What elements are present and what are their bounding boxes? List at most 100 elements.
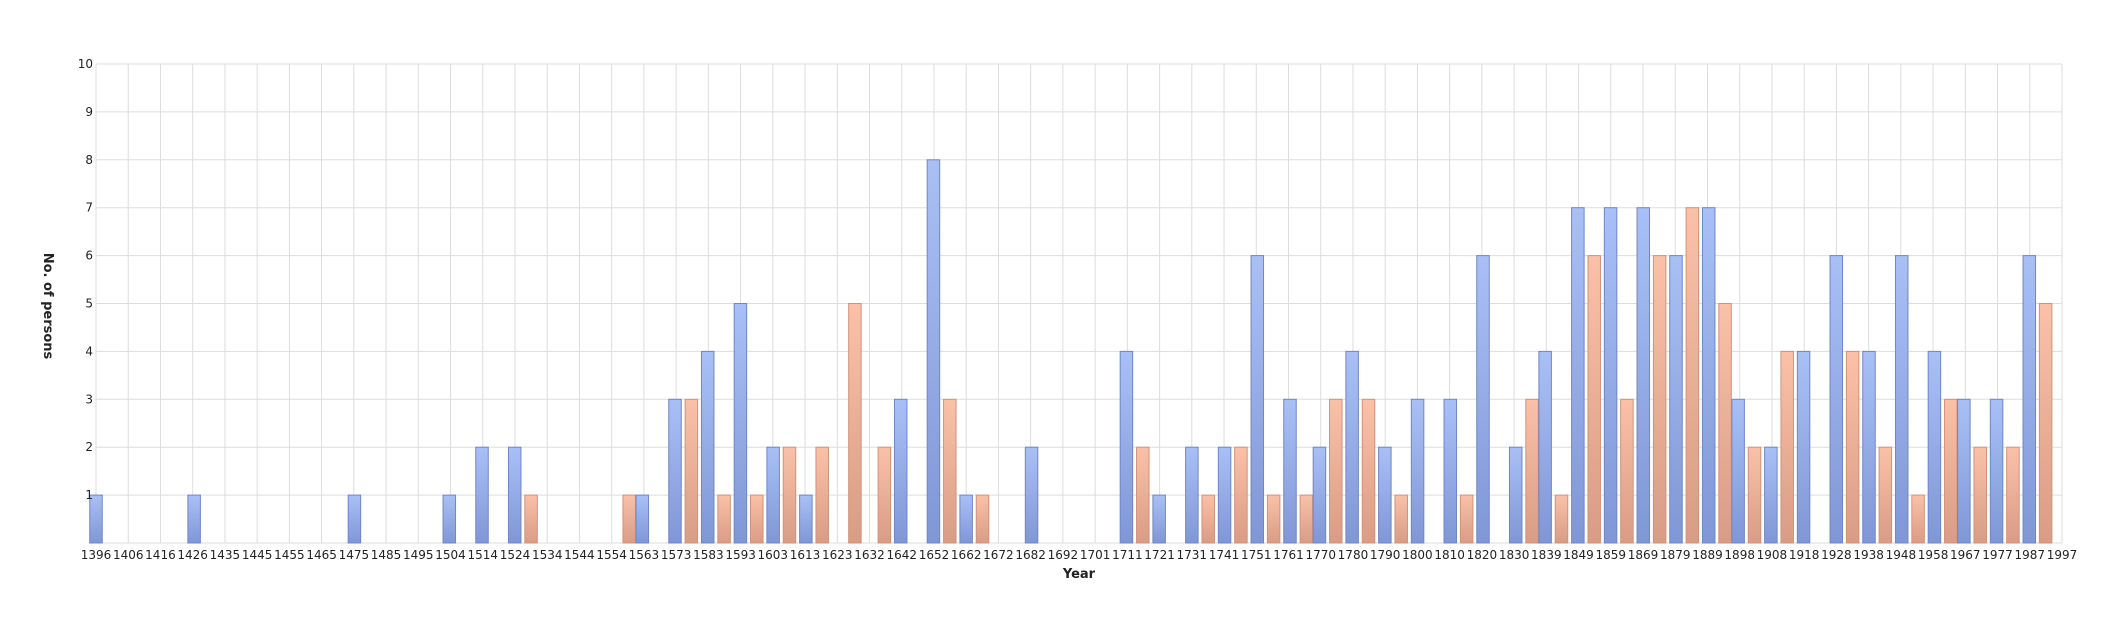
y-tick-label: 1 [85,488,93,502]
x-tick-label: 1721 [1144,548,1175,562]
bar-orange-1716 [1136,446,1150,544]
bar-orange-1992 [2038,303,2053,544]
bar-orange-1598 [750,494,764,544]
bar-orange-1854 [1587,255,1601,544]
bar-orange-1785 [1361,398,1376,544]
y-tick-label: 2 [85,440,93,454]
x-tick-label: 1504 [435,548,466,562]
bar-orange-1982 [2006,446,2020,544]
x-tick-label: 1839 [1531,548,1562,562]
x-tick-label: 1652 [919,548,950,562]
bar-blue-1948 [1894,255,1909,544]
bar-blue-1731 [1185,446,1199,544]
bar-blue-1830 [1508,446,1523,544]
x-tick-label: 1632 [854,548,885,562]
x-tick-label: 1475 [339,548,370,562]
bar-blue-1396 [89,494,103,544]
bar-blue-1682 [1024,446,1039,544]
bars [89,159,2053,544]
x-tick-label: 1859 [1596,548,1627,562]
bar-blue-1987 [2022,255,2037,544]
bar-orange-1766 [1299,494,1314,544]
x-tick-label: 1544 [564,548,595,562]
x-tick-label: 1573 [661,548,692,562]
bar-orange-1746 [1234,446,1248,544]
y-tick-label: 4 [85,344,93,358]
x-tick-label: 1623 [822,548,853,562]
bar-orange-1775 [1329,398,1343,544]
x-tick-label: 1741 [1209,548,1240,562]
bar-blue-1908 [1764,446,1778,544]
x-tick-label: 1830 [1499,548,1530,562]
bar-orange-1667 [975,494,990,544]
bar-orange-1736 [1201,494,1215,544]
x-tick-label: 1938 [1853,548,1884,562]
bar-orange-1874 [1652,255,1667,544]
x-tick-label: 1465 [306,548,337,562]
bar-blue-1770 [1312,446,1327,544]
y-tick-label: 8 [85,153,93,167]
y-tick-label: 9 [85,105,93,119]
bar-blue-1977 [1989,398,2004,544]
y-axis-title: No. of persons [40,253,55,360]
bar-blue-1583 [700,350,715,544]
bar-blue-1741 [1217,446,1232,544]
bar-orange-1795 [1394,494,1408,544]
x-tick-label: 1810 [1434,548,1465,562]
bar-blue-1593 [733,303,748,544]
x-tick-label: 1435 [210,548,241,562]
x-tick-label: 1682 [1015,548,1046,562]
bar-blue-1652 [926,159,941,544]
x-tick-label: 1879 [1660,548,1691,562]
bar-orange-1657 [943,398,957,544]
bar-blue-1820 [1476,255,1490,544]
bar-blue-1504 [442,494,457,544]
bar-orange-1884 [1685,207,1700,544]
bar-blue-1711 [1119,350,1134,544]
x-tick-label: 1967 [1950,548,1981,562]
x-tick-label: 1948 [1886,548,1917,562]
bar-orange-1588 [717,494,731,544]
bar-blue-1721 [1152,494,1166,544]
bar-blue-1475 [347,494,362,544]
x-tick-label: 1514 [467,548,498,562]
x-tick-label: 1761 [1273,548,1304,562]
x-tick-labels: 1396 1406 1416 1426 1435 1445 1455 1465 1475 1485… [81,548,2078,562]
y-tick-label: 6 [85,249,93,263]
x-tick-label: 1770 [1305,548,1336,562]
bar-orange-1943 [1878,446,1893,544]
bar-blue-1810 [1443,398,1458,544]
x-tick-label: 1820 [1467,548,1498,562]
bar-blue-1849 [1571,207,1585,544]
bar-blue-1879 [1669,255,1683,544]
bar-blue-1790 [1378,446,1392,544]
x-tick-label: 1898 [1724,548,1755,562]
x-tick-label: 1485 [371,548,402,562]
bar-orange-1963 [1944,398,1958,544]
x-tick-label: 1849 [1563,548,1594,562]
bar-orange-1756 [1266,494,1281,544]
x-tick-label: 1869 [1628,548,1659,562]
x-tick-label: 1800 [1402,548,1433,562]
y-tick-label: 5 [85,297,93,311]
bar-blue-1524 [507,446,522,544]
bar-blue-1426 [187,494,201,544]
bar-orange-1628 [848,303,862,544]
x-tick-label: 1495 [403,548,434,562]
bar-blue-1839 [1538,350,1552,544]
y-tick-label: 3 [85,392,93,406]
x-tick-label: 1563 [629,548,660,562]
x-tick-label: 1958 [1918,548,1949,562]
x-tick-label: 1416 [145,548,176,562]
bar-blue-1889 [1701,207,1716,544]
x-tick-label: 1603 [758,548,789,562]
x-tick-label: 1524 [500,548,531,562]
bar-orange-1844 [1554,494,1569,544]
bar-orange-1864 [1620,398,1634,544]
x-tick-label: 1692 [1048,548,1079,562]
bar-blue-1751 [1250,255,1265,544]
x-tick-label: 1780 [1338,548,1369,562]
bar-blue-1761 [1283,398,1297,544]
bar-blue-1573 [668,398,682,544]
